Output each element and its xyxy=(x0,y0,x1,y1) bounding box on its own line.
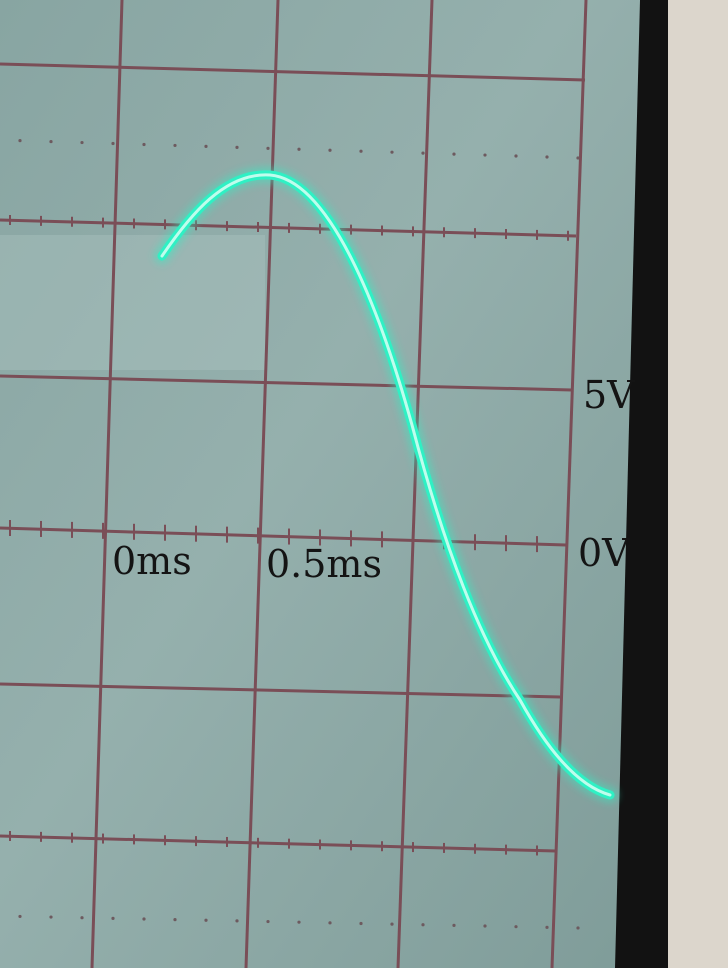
graticule-dot xyxy=(514,154,518,158)
graticule-dot xyxy=(49,139,53,144)
graticule-dot xyxy=(545,925,549,929)
grid-line-h xyxy=(0,526,567,547)
grid-line-v xyxy=(550,0,588,968)
grid-line-v xyxy=(396,0,434,968)
graticule-dot xyxy=(359,149,363,153)
graticule-dot xyxy=(266,919,270,924)
graticule-dot xyxy=(204,918,208,922)
graticule-dot xyxy=(359,921,363,926)
graticule-dot xyxy=(204,144,208,148)
graticule-dot xyxy=(266,146,270,150)
graticule-dot xyxy=(452,152,456,156)
graticule-dot xyxy=(142,142,146,147)
graticule xyxy=(0,0,588,968)
graticule-dot xyxy=(483,924,487,928)
graticule-dot xyxy=(111,916,115,920)
graticule-dot xyxy=(235,145,239,149)
screen-reflection xyxy=(0,235,265,370)
graticule-dot xyxy=(49,915,53,919)
graticule-dot xyxy=(483,153,487,157)
graticule-dot xyxy=(390,922,394,926)
grid-line-h xyxy=(0,682,561,699)
graticule-dot xyxy=(111,141,115,146)
grid-line-h xyxy=(0,62,586,82)
graticule-dots xyxy=(18,139,580,930)
grid-line-h xyxy=(0,374,573,392)
screen xyxy=(0,0,640,968)
graticule-dot xyxy=(452,923,456,927)
graticule-dot xyxy=(235,919,239,923)
graticule-dot xyxy=(328,921,332,925)
graticule-dot xyxy=(173,143,177,148)
grid-line-v xyxy=(90,0,124,968)
graticule-dot xyxy=(514,925,518,929)
graticule-dot xyxy=(576,156,580,160)
graticule-dot xyxy=(390,150,394,154)
trace-core xyxy=(160,173,612,797)
graticule-dot xyxy=(173,918,177,922)
graticule-dot xyxy=(18,139,22,143)
graticule-dot xyxy=(80,140,84,145)
graticule-dot xyxy=(80,916,84,920)
graticule-dot xyxy=(328,148,332,152)
graticule-dot xyxy=(545,155,549,159)
graticule-dot xyxy=(297,920,301,924)
grid-line-v xyxy=(244,0,280,968)
graticule-dot xyxy=(421,923,425,927)
graticule-dot xyxy=(142,917,146,921)
graticule-dot xyxy=(421,151,425,155)
graticule-dot xyxy=(297,147,301,151)
axis-ticks xyxy=(9,215,569,856)
grid-line-h xyxy=(0,834,557,853)
graticule-dot xyxy=(576,926,580,930)
graticule-dot xyxy=(18,914,22,919)
